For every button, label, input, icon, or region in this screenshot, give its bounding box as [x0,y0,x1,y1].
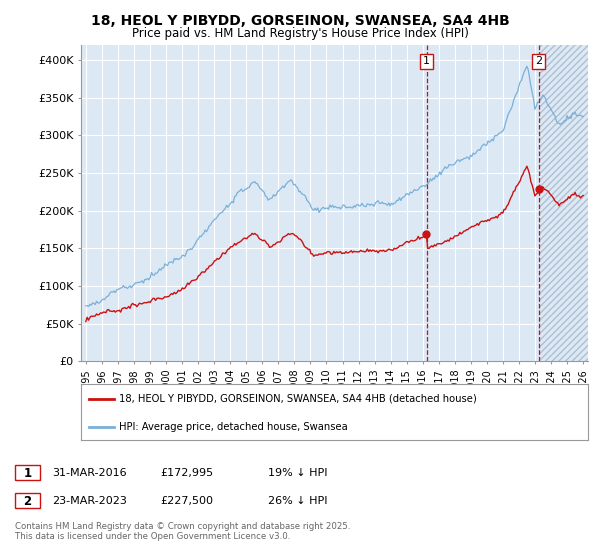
Text: 18, HEOL Y PIBYDD, GORSEINON, SWANSEA, SA4 4HB: 18, HEOL Y PIBYDD, GORSEINON, SWANSEA, S… [91,14,509,28]
Text: 31-MAR-2016: 31-MAR-2016 [52,468,127,478]
Text: Contains HM Land Registry data © Crown copyright and database right 2025.
This d: Contains HM Land Registry data © Crown c… [15,522,350,542]
Text: 18, HEOL Y PIBYDD, GORSEINON, SWANSEA, SA4 4HB (detached house): 18, HEOL Y PIBYDD, GORSEINON, SWANSEA, S… [119,394,477,404]
Text: 26% ↓ HPI: 26% ↓ HPI [268,496,328,506]
Text: 1: 1 [23,466,32,480]
Text: 2: 2 [23,494,32,508]
Text: £172,995: £172,995 [160,468,214,478]
Text: HPI: Average price, detached house, Swansea: HPI: Average price, detached house, Swan… [119,422,348,432]
Text: 23-MAR-2023: 23-MAR-2023 [52,496,127,506]
Text: 1: 1 [423,57,430,67]
Bar [539,45,588,361]
Text: Price paid vs. HM Land Registry's House Price Index (HPI): Price paid vs. HM Land Registry's House … [131,27,469,40]
Text: £227,500: £227,500 [160,496,213,506]
Text: 2: 2 [535,57,542,67]
Text: 19% ↓ HPI: 19% ↓ HPI [268,468,328,478]
